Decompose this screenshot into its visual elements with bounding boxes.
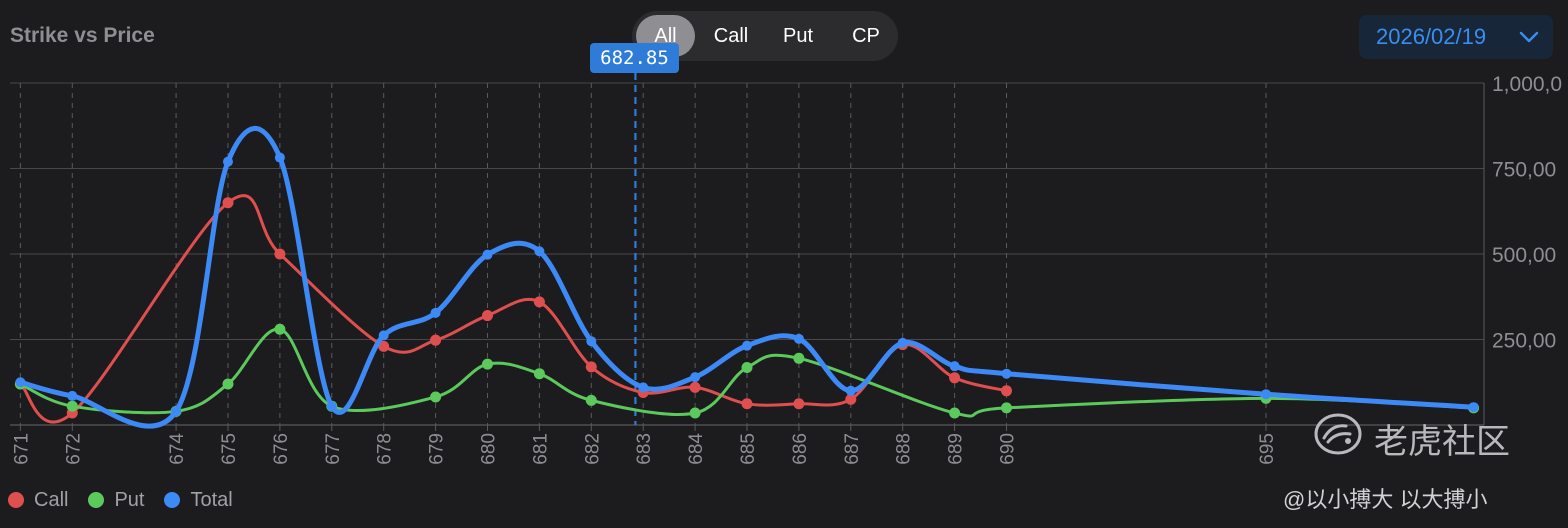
- call-data-point: [949, 372, 961, 384]
- put-data-point: [533, 368, 545, 380]
- x-tick-label: 676: [271, 433, 292, 465]
- legend-call-dot: [8, 492, 24, 508]
- total-data-point: [15, 377, 26, 388]
- call-data-point: [585, 361, 597, 373]
- x-tick-label: 678: [375, 433, 396, 465]
- x-tick-label: 688: [894, 433, 915, 465]
- total-data-point: [1468, 402, 1479, 413]
- put-data-point: [585, 394, 597, 406]
- x-tick-label: 682: [582, 433, 603, 465]
- y-axis: 250,00 500,00 750,00 1,000,0: [1492, 73, 1562, 353]
- x-tick-label: 672: [63, 433, 84, 465]
- put-data-point: [481, 358, 493, 370]
- total-data-point: [482, 249, 493, 260]
- put-data-point: [222, 378, 234, 390]
- x-tick-label: 687: [842, 433, 863, 465]
- legend-total-label: Total: [190, 488, 233, 511]
- total-data-point: [638, 382, 649, 393]
- x-tick-label: 671: [11, 433, 32, 465]
- legend-put-dot: [88, 492, 105, 508]
- put-data-point: [741, 362, 753, 374]
- x-tick-label: 680: [478, 433, 499, 465]
- total-data-point: [274, 152, 285, 163]
- expiry-date-value: 2026/02/19: [1376, 24, 1487, 49]
- series-layer: [14, 126, 1480, 429]
- x-tick-label: 689: [946, 433, 967, 465]
- total-data-point: [67, 390, 78, 401]
- x-tick-label: 695: [1257, 433, 1278, 465]
- total-data-point: [378, 330, 389, 341]
- call-data-point: [689, 381, 701, 393]
- total-data-point: [326, 401, 337, 412]
- total-data-point: [897, 337, 908, 348]
- legend-total-dot: [164, 492, 181, 508]
- x-tick-label: 686: [790, 433, 811, 465]
- expiry-date-dropdown[interactable]: 2026/02/19: [1359, 15, 1553, 59]
- total-data-point: [222, 156, 233, 167]
- total-data-point: [742, 340, 752, 351]
- call-data-point: [533, 296, 545, 308]
- put-data-point: [793, 352, 805, 364]
- call-data-point: [378, 340, 390, 352]
- current-price-tag: 682.85: [590, 43, 679, 73]
- tiger-logo-icon: [1314, 413, 1362, 455]
- y-tick-label: 250,00: [1492, 330, 1556, 353]
- tab-put[interactable]: Put: [782, 25, 814, 47]
- call-data-point: [741, 398, 753, 410]
- call-data-point: [274, 248, 286, 260]
- call-data-point: [1001, 385, 1013, 397]
- total-data-point: [690, 372, 701, 383]
- total-data-point: [586, 336, 597, 347]
- tab-cp[interactable]: CP: [852, 25, 880, 47]
- legend-item-put[interactable]: Put: [88, 489, 144, 512]
- y-tick-label: 1,000,0: [1492, 73, 1562, 96]
- x-tick-label: 674: [167, 433, 188, 465]
- x-tick-label: 679: [427, 433, 448, 465]
- call-data-point: [845, 393, 857, 405]
- put-data-point: [949, 407, 961, 419]
- put-data-point: [689, 407, 701, 419]
- put-data-point: [430, 391, 442, 403]
- x-tick-label: 690: [998, 433, 1019, 465]
- call-data-point: [430, 334, 442, 346]
- call-data-point: [793, 398, 805, 410]
- total-data-point: [430, 307, 441, 318]
- put-data-point: [1001, 402, 1013, 414]
- chevron-down-icon: [1519, 31, 1539, 43]
- x-tick-label: 683: [634, 433, 655, 465]
- x-tick-label: 684: [686, 433, 707, 465]
- total-data-point: [793, 333, 804, 344]
- legend-call-label: Call: [34, 488, 69, 511]
- x-tick-label: 685: [738, 433, 759, 465]
- total-data-point: [949, 361, 960, 372]
- chart-legend: Call Put Total: [8, 487, 253, 513]
- watermark-user: @以小搏大 以大搏小: [1283, 487, 1488, 512]
- total-data-point: [1001, 368, 1012, 379]
- y-tick-label: 750,00: [1492, 159, 1556, 182]
- x-tick-label: 681: [530, 433, 551, 465]
- y-tick-label: 500,00: [1492, 244, 1556, 267]
- legend-item-call[interactable]: Call: [8, 489, 68, 512]
- legend-item-total[interactable]: Total: [164, 488, 233, 512]
- total-data-point: [171, 406, 182, 417]
- legend-put-label: Put: [114, 488, 145, 511]
- x-tick-label: 677: [323, 433, 344, 465]
- chart-title: Strike vs Price: [10, 24, 155, 47]
- put-data-point: [66, 400, 78, 412]
- call-data-point: [222, 197, 234, 209]
- total-data-point: [845, 385, 856, 396]
- grid-layer: [10, 73, 1485, 431]
- tab-call[interactable]: Call: [713, 25, 749, 47]
- x-axis: 671 672 674 675 676 677 678 679 680 681 682 683 684 6…: [11, 433, 1278, 465]
- total-data-point: [534, 246, 545, 257]
- x-tick-label: 675: [219, 433, 240, 465]
- call-data-point: [481, 310, 493, 322]
- watermark-brand: 老虎社区: [1374, 423, 1510, 461]
- total-data-point: [1261, 389, 1272, 400]
- put-data-point: [274, 323, 286, 335]
